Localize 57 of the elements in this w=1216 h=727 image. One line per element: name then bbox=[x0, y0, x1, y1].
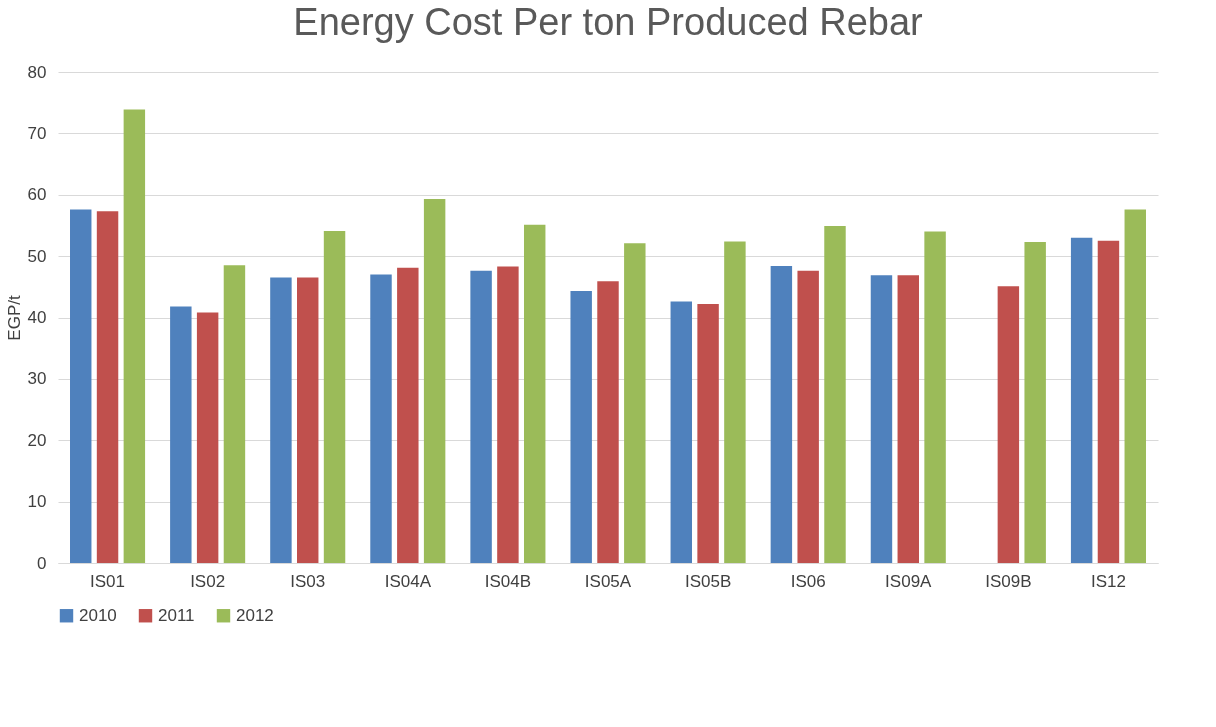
x-tick-label: IS06 bbox=[790, 571, 826, 591]
bar bbox=[497, 266, 519, 563]
y-tick-label: 60 bbox=[27, 185, 47, 205]
bar bbox=[1024, 242, 1046, 563]
bar bbox=[897, 275, 919, 563]
bar bbox=[170, 306, 192, 563]
x-tick-label: IS12 bbox=[1090, 571, 1126, 591]
bar bbox=[470, 270, 492, 563]
legend-label: 2011 bbox=[158, 605, 195, 625]
y-tick-label: 10 bbox=[27, 492, 47, 512]
y-tick-label: 0 bbox=[37, 553, 47, 573]
bar bbox=[370, 274, 392, 563]
bar bbox=[196, 312, 219, 563]
bar bbox=[1124, 209, 1146, 563]
bar bbox=[624, 243, 646, 563]
bar bbox=[924, 231, 946, 563]
bar bbox=[824, 226, 846, 563]
bar bbox=[1097, 240, 1120, 563]
bar bbox=[570, 291, 592, 563]
x-tick-label: IS05A bbox=[584, 571, 632, 591]
bar bbox=[70, 209, 92, 563]
y-axis-title: EGP/t bbox=[4, 295, 24, 341]
legend-label: 2010 bbox=[79, 605, 117, 625]
y-tick-label: 40 bbox=[27, 308, 47, 327]
y-tick-label: 50 bbox=[27, 246, 47, 266]
bar bbox=[223, 265, 246, 563]
bar bbox=[797, 270, 819, 563]
bar bbox=[597, 281, 619, 563]
chart-title: Energy Cost Per ton Produced Rebar bbox=[293, 1, 924, 43]
x-tick-label: IS02 bbox=[190, 571, 226, 591]
bar bbox=[697, 304, 719, 563]
bar bbox=[123, 109, 146, 563]
y-tick-label: 20 bbox=[27, 430, 47, 450]
x-tick-label: IS03 bbox=[290, 571, 326, 591]
x-tick-label: IS05B bbox=[684, 571, 732, 591]
bar bbox=[96, 211, 119, 563]
bar bbox=[524, 224, 546, 563]
bar bbox=[724, 241, 746, 563]
bar bbox=[397, 267, 419, 563]
y-tick-label: 80 bbox=[27, 62, 47, 82]
bar bbox=[323, 230, 346, 563]
bar bbox=[1070, 237, 1093, 563]
x-tick-label: IS09B bbox=[985, 571, 1032, 591]
bar bbox=[297, 277, 319, 563]
y-tick-label: 30 bbox=[27, 369, 47, 389]
bar bbox=[997, 286, 1020, 563]
x-tick-label: IS04B bbox=[484, 571, 532, 591]
y-tick-label: 70 bbox=[27, 123, 47, 143]
bar bbox=[770, 265, 793, 563]
x-tick-label: IS04A bbox=[384, 571, 432, 591]
bar bbox=[270, 277, 292, 563]
x-tick-label: IS09A bbox=[885, 571, 933, 591]
bar bbox=[870, 275, 893, 563]
legend-label: 2012 bbox=[236, 605, 274, 625]
bar bbox=[670, 301, 692, 563]
bar bbox=[423, 199, 446, 563]
x-tick-label: IS01 bbox=[90, 571, 126, 591]
